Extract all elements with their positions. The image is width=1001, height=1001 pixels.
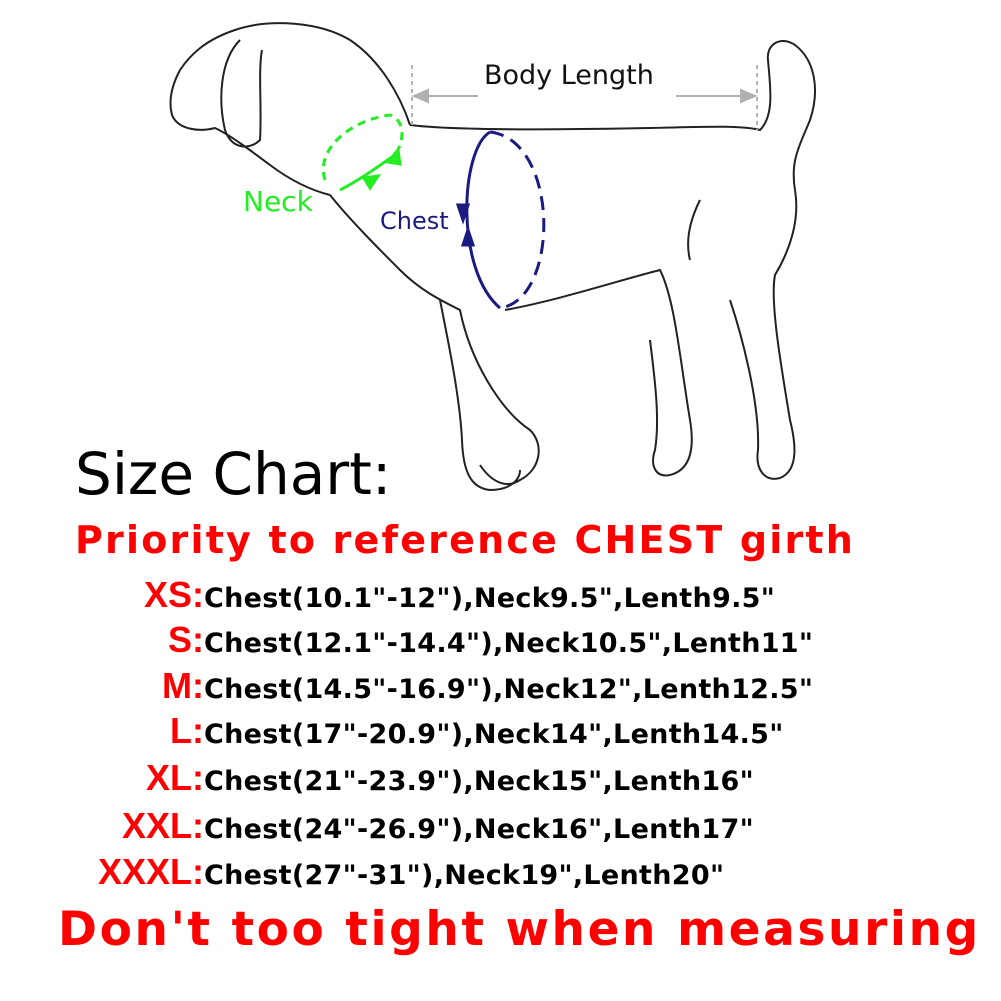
dog-outline	[169, 22, 816, 492]
size-label: S:	[168, 619, 204, 660]
size-row-xs: XS: Chest(10.1"-12"),Neck9.5",Lenth9.5"	[0, 574, 775, 618]
size-label: XXL:	[121, 805, 204, 846]
size-measurements: Chest(12.1"-14.4"),Neck10.5",Lenth11"	[204, 628, 814, 659]
body-length-label: Body Length	[484, 60, 654, 91]
page-title: Size Chart:	[75, 440, 392, 508]
size-measurements: Chest(10.1"-12"),Neck9.5",Lenth9.5"	[204, 583, 776, 614]
size-row-xl: XL: Chest(21"-23.9"),Neck15",Lenth16"	[0, 757, 754, 801]
size-row-xxl: XXL: Chest(24"-26.9"),Neck16",Lenth17"	[0, 805, 754, 849]
size-measurements: Chest(17"-20.9"),Neck14",Lenth14.5"	[204, 719, 784, 750]
chest-measure-loop	[455, 130, 546, 310]
chest-label: Chest	[380, 207, 449, 235]
size-measurements: Chest(27"-31"),Neck19",Lenth20"	[204, 860, 725, 891]
size-measurements: Chest(21"-23.9"),Neck15",Lenth16"	[204, 766, 754, 797]
size-label: XS:	[143, 574, 204, 615]
size-label: XL:	[146, 757, 204, 798]
priority-note: Priority to reference CHEST girth	[75, 518, 856, 562]
body-length-arrow	[411, 65, 758, 130]
size-row-s: S: Chest(12.1"-14.4"),Neck10.5",Lenth11"	[0, 619, 813, 663]
size-row-l: L: Chest(17"-20.9"),Neck14",Lenth14.5"	[0, 710, 784, 754]
size-row-m: M: Chest(14.5"-16.9"),Neck12",Lenth12.5"	[0, 665, 813, 709]
size-measurements: Chest(14.5"-16.9"),Neck12",Lenth12.5"	[204, 674, 814, 705]
size-label: XXXL:	[97, 851, 204, 892]
size-row-xxxl: XXXL: Chest(27"-31"),Neck19",Lenth20"	[0, 851, 724, 895]
size-measurements: Chest(24"-26.9"),Neck16",Lenth17"	[204, 814, 754, 845]
size-label: M:	[162, 665, 204, 706]
neck-measure-loop	[321, 113, 404, 192]
neck-label: Neck	[243, 185, 313, 218]
size-label: L:	[170, 710, 204, 751]
measuring-warning: Don't too tight when measuring	[58, 902, 981, 957]
dog-diagram	[169, 22, 816, 492]
